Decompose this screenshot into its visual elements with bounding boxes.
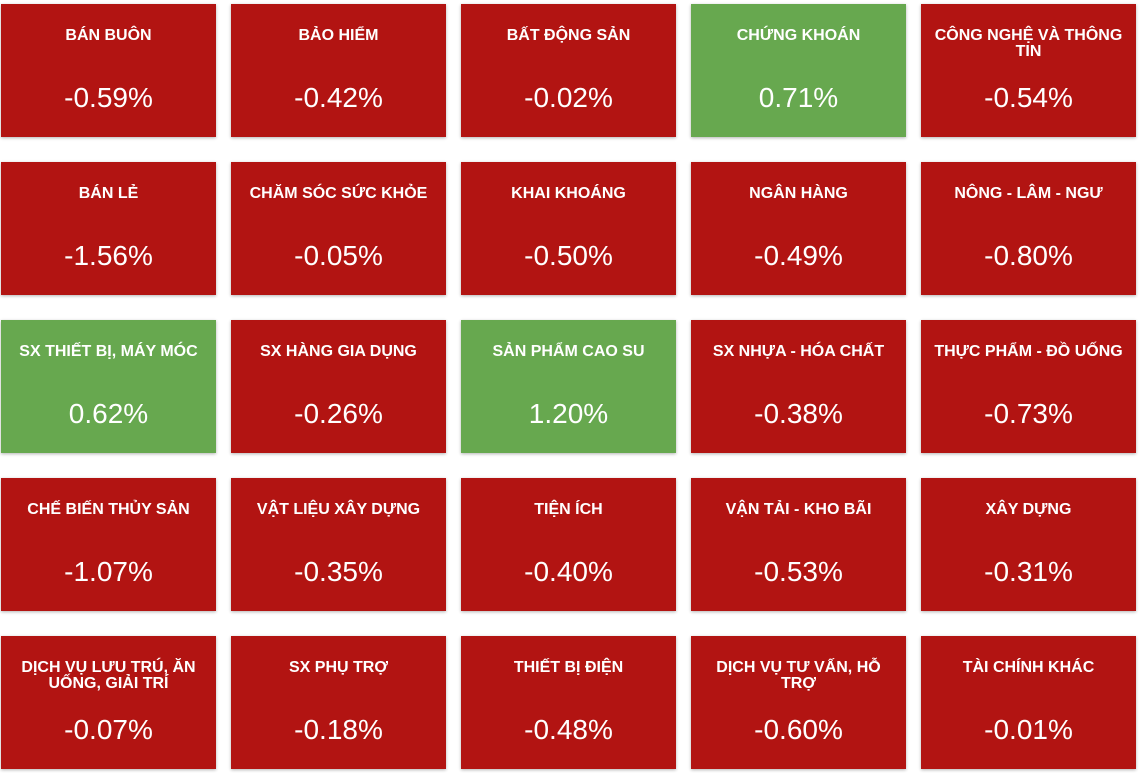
sector-change: -0.35% [294,556,383,587]
sector-tile[interactable]: SX PHỤ TRỢ -0.18% [231,636,446,769]
sector-name: VẬN TẢI - KHO BÃI [725,501,872,518]
sector-tile[interactable]: TIỆN ÍCH -0.40% [461,478,676,611]
sector-change: -0.31% [984,556,1073,587]
sector-name: CHẾ BIẾN THỦY SẢN [27,501,190,518]
sector-change: -0.54% [984,82,1073,113]
sector-name: TIỆN ÍCH [534,501,603,518]
sector-name: CHỨNG KHOÁN [736,27,861,44]
sector-name: BÁN BUÔN [65,27,152,44]
sector-change: -0.02% [524,82,613,113]
sector-change: -0.48% [524,714,613,745]
sector-name: SX PHỤ TRỢ [289,659,388,676]
sector-name: KHAI KHOÁNG [511,185,626,202]
sector-tile[interactable]: VẬT LIỆU XÂY DỰNG -0.35% [231,478,446,611]
sector-change: -0.50% [524,240,613,271]
sector-change: -0.60% [754,714,843,745]
sector-tile[interactable]: BẤT ĐỘNG SẢN -0.02% [461,4,676,137]
sector-change: 0.71% [758,82,839,113]
sector-name: SX THIẾT BỊ, MÁY MÓC [19,343,198,360]
sector-tile[interactable]: SX HÀNG GIA DỤNG -0.26% [231,320,446,453]
sector-name: NÔNG - LÂM - NGƯ [954,185,1103,202]
sector-tile[interactable]: XÂY DỰNG -0.31% [921,478,1136,611]
sector-tile[interactable]: VẬN TẢI - KHO BÃI -0.53% [691,478,906,611]
sector-tile[interactable]: NÔNG - LÂM - NGƯ -0.80% [921,162,1136,295]
sector-name: SẢN PHẨM CAO SU [492,343,645,360]
sector-tile[interactable]: THIẾT BỊ ĐIỆN -0.48% [461,636,676,769]
sector-change: -0.73% [984,398,1073,429]
sector-tile[interactable]: KHAI KHOÁNG -0.50% [461,162,676,295]
sector-name: TÀI CHÍNH KHÁC [962,659,1095,676]
sector-tile[interactable]: NGÂN HÀNG -0.49% [691,162,906,295]
sector-name: VẬT LIỆU XÂY DỰNG [256,501,421,518]
sector-tile[interactable]: BÁN BUÔN -0.59% [1,4,216,137]
sector-change: -0.42% [294,82,383,113]
sector-name: CÔNG NGHỆ VÀ THÔNG TIN [934,27,1123,60]
sector-change: -1.07% [64,556,153,587]
sector-name: BẢO HIỂM [298,27,379,44]
sector-name: BÁN LẺ [78,185,139,202]
sector-name: SX HÀNG GIA DỤNG [260,343,417,360]
sector-name: SX NHỰA - HÓA CHẤT [712,343,885,360]
sector-name: XÂY DỰNG [985,501,1072,518]
sector-tile[interactable]: TÀI CHÍNH KHÁC -0.01% [921,636,1136,769]
sector-tile[interactable]: CHẾ BIẾN THỦY SẢN -1.07% [1,478,216,611]
sector-change: -0.38% [754,398,843,429]
sector-change: -0.80% [984,240,1073,271]
sector-tile[interactable]: CHĂM SÓC SỨC KHỎE -0.05% [231,162,446,295]
sector-change: -0.26% [294,398,383,429]
sector-name: DỊCH VỤ TƯ VẤN, HỖ TRỢ [716,659,881,692]
sector-change: -0.01% [984,714,1073,745]
sector-name: CHĂM SÓC SỨC KHỎE [249,185,428,202]
sector-tile[interactable]: SX NHỰA - HÓA CHẤT -0.38% [691,320,906,453]
sector-change: -0.49% [754,240,843,271]
sector-change: -0.53% [754,556,843,587]
sector-tile[interactable]: BẢO HIỂM -0.42% [231,4,446,137]
sector-tile[interactable]: CÔNG NGHỆ VÀ THÔNG TIN -0.54% [921,4,1136,137]
sector-tile[interactable]: SẢN PHẨM CAO SU 1.20% [461,320,676,453]
sector-name: BẤT ĐỘNG SẢN [506,27,631,44]
sector-tile[interactable]: BÁN LẺ -1.56% [1,162,216,295]
sector-tile[interactable]: DỊCH VỤ LƯU TRÚ, ĂN UỐNG, GIẢI TRÍ -0.07% [1,636,216,769]
sector-change: -0.05% [294,240,383,271]
sector-tile[interactable]: CHỨNG KHOÁN 0.71% [691,4,906,137]
sector-tile[interactable]: DỊCH VỤ TƯ VẤN, HỖ TRỢ -0.60% [691,636,906,769]
sector-change: -0.07% [64,714,153,745]
sector-name: NGÂN HÀNG [749,185,848,202]
sector-tile[interactable]: THỰC PHẨM - ĐỒ UỐNG -0.73% [921,320,1136,453]
sector-change: 0.62% [68,398,149,429]
sector-change: -0.18% [294,714,383,745]
sector-name: THỰC PHẨM - ĐỒ UỐNG [934,343,1123,360]
sector-change: -0.40% [524,556,613,587]
sector-change: -0.59% [64,82,153,113]
sector-change: -1.56% [64,240,153,271]
sector-tile[interactable]: SX THIẾT BỊ, MÁY MÓC 0.62% [1,320,216,453]
sector-name: DỊCH VỤ LƯU TRÚ, ĂN UỐNG, GIẢI TRÍ [21,659,196,692]
sector-name: THIẾT BỊ ĐIỆN [513,659,624,676]
sector-change: 1.20% [528,398,609,429]
